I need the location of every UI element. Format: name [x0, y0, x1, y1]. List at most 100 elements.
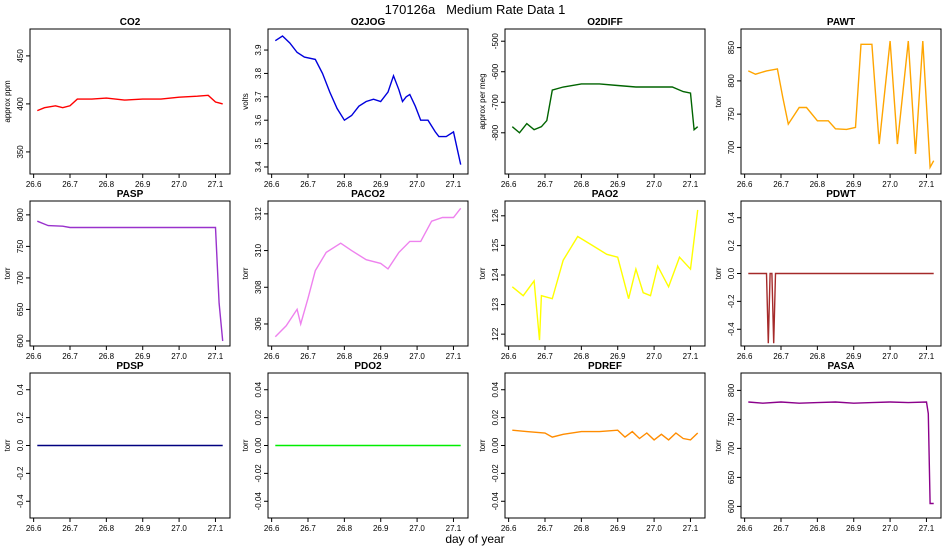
series-line [748, 272, 934, 344]
y-axis-label: approx ppm [3, 80, 12, 123]
y-tick-label: -0.2 [16, 466, 25, 480]
y-tick-label: 310 [254, 243, 263, 257]
y-tick-label: 600 [16, 334, 25, 348]
x-tick-label: 26.8 [99, 352, 115, 361]
x-tick-label: 26.7 [300, 524, 316, 533]
y-tick-label: 3.9 [254, 44, 263, 56]
y-tick-label: 3.7 [254, 91, 263, 103]
y-tick-label: 312 [254, 207, 263, 221]
x-tick-label: 27.0 [171, 180, 187, 189]
y-tick-label: 750 [727, 412, 736, 426]
y-tick-label: 0.02 [254, 409, 263, 425]
panel-pdref: PDREF 26.6 26.7 26.8 26.9 27.0 27.1 -0.04 -0.02 0… [478, 361, 706, 533]
x-tick-label: 26.8 [337, 180, 353, 189]
y-axis-label: torr [241, 267, 250, 279]
x-tick-label: 26.8 [810, 524, 826, 533]
series-line [37, 220, 224, 342]
x-tick-label: 26.6 [264, 352, 280, 361]
x-tick-label: 26.6 [737, 524, 753, 533]
plot-frame [504, 372, 706, 519]
y-tick-label: 850 [727, 40, 736, 54]
x-tick-label: 27.0 [171, 352, 187, 361]
y-tick-label: 800 [16, 208, 25, 222]
x-tick-label: 27.0 [409, 524, 425, 533]
x-tick-label: 26.8 [574, 524, 590, 533]
x-tick-label: 26.9 [610, 352, 626, 361]
y-tick-label: 600 [727, 499, 736, 513]
x-tick-label: 26.6 [264, 180, 280, 189]
y-tick-label: 122 [491, 327, 500, 341]
x-tick-label: 27.1 [683, 524, 699, 533]
x-tick-label: 26.9 [135, 180, 151, 189]
plot-frame [267, 28, 469, 175]
y-tick-label: -0.02 [254, 464, 263, 483]
x-tick-label: 27.1 [208, 180, 224, 189]
x-tick-label: 27.0 [171, 524, 187, 533]
y-tick-label: 650 [16, 302, 25, 316]
x-tick-label: 27.1 [208, 352, 224, 361]
y-tick-label: 750 [727, 107, 736, 121]
x-tick-label: 27.1 [919, 524, 935, 533]
panel-title: PACO2 [351, 189, 385, 200]
y-tick-label: 0.0 [16, 439, 25, 451]
panel-pao2: PAO2 26.6 26.7 26.8 26.9 27.0 27.1 122 123 124 125… [478, 189, 706, 361]
y-tick-label: 700 [727, 441, 736, 455]
x-tick-label: 26.8 [99, 524, 115, 533]
x-tick-label: 26.9 [846, 524, 862, 533]
y-tick-label: 0.02 [491, 409, 500, 425]
x-tick-label: 26.7 [537, 524, 553, 533]
x-tick-label: 26.8 [99, 180, 115, 189]
y-tick-label: -800 [491, 124, 500, 141]
y-tick-label: 450 [16, 49, 25, 63]
x-tick-label: 26.7 [537, 180, 553, 189]
y-tick-label: -0.04 [491, 492, 500, 511]
x-tick-label: 27.0 [882, 524, 898, 533]
panel-pasp: PASP 26.6 26.7 26.8 26.9 27.0 27.1 600 650 700 750… [3, 189, 231, 361]
x-tick-label: 27.1 [446, 180, 462, 189]
x-tick-label: 26.7 [62, 180, 78, 189]
x-tick-label: 26.9 [135, 352, 151, 361]
y-tick-label: 400 [16, 97, 25, 111]
x-tick-label: 27.1 [208, 524, 224, 533]
series-line [274, 207, 462, 338]
panel-pdwt: PDWT 26.6 26.7 26.8 26.9 27.0 27.1 -0.4 -0.2 0.0 0… [714, 189, 942, 361]
x-tick-label: 27.1 [683, 352, 699, 361]
plot-frame [29, 28, 231, 175]
x-tick-label: 26.8 [574, 180, 590, 189]
panel-title: O2JOG [351, 17, 386, 28]
y-axis-label: torr [478, 267, 487, 279]
x-tick-label: 26.7 [773, 180, 789, 189]
x-tick-label: 26.9 [135, 524, 151, 533]
panel-pasa: PASA 26.6 26.7 26.8 26.9 27.0 27.1 600 650 700 750… [714, 361, 942, 533]
y-tick-label: 3.8 [254, 67, 263, 79]
series-line [512, 429, 699, 441]
y-axis-label: torr [714, 95, 723, 107]
y-tick-label: 700 [727, 140, 736, 154]
x-tick-label: 27.0 [646, 524, 662, 533]
x-tick-label: 27.0 [409, 180, 425, 189]
x-tick-label: 27.0 [646, 352, 662, 361]
y-tick-label: 124 [491, 268, 500, 282]
x-tick-label: 26.7 [773, 524, 789, 533]
y-tick-label: -0.2 [727, 294, 736, 308]
y-axis-label: volts [241, 93, 250, 109]
panel-title: PASA [827, 361, 854, 372]
x-tick-label: 26.7 [300, 180, 316, 189]
panel-title: PDSP [116, 361, 144, 372]
x-tick-label: 26.9 [610, 524, 626, 533]
series-line [511, 83, 699, 134]
y-tick-label: 3.4 [254, 161, 263, 173]
panel-title: PAO2 [592, 189, 619, 200]
panel-title: PDREF [588, 361, 622, 372]
x-tick-label: 27.1 [446, 524, 462, 533]
x-tick-label: 26.7 [300, 352, 316, 361]
x-tick-label: 26.6 [501, 352, 517, 361]
x-tick-label: 27.0 [409, 352, 425, 361]
x-tick-label: 27.0 [882, 352, 898, 361]
y-tick-label: 0.00 [491, 437, 500, 453]
x-tick-label: 26.8 [810, 352, 826, 361]
plot-frame [740, 372, 942, 519]
x-tick-label: 26.7 [537, 352, 553, 361]
x-tick-label: 26.6 [264, 524, 280, 533]
x-tick-label: 26.6 [26, 352, 42, 361]
